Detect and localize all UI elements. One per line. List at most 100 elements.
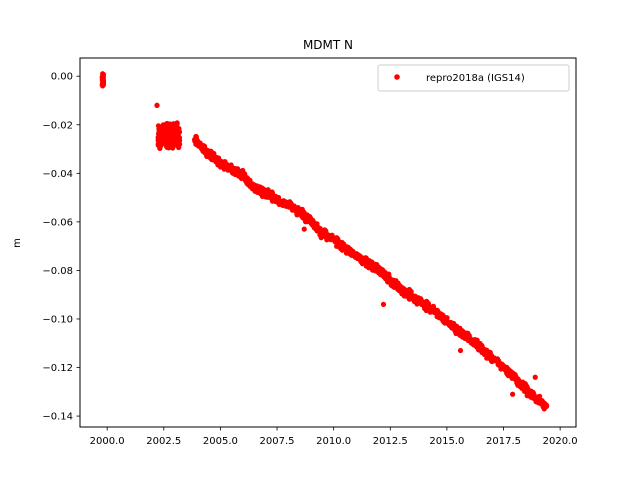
data-point	[462, 332, 468, 338]
data-point	[192, 136, 199, 142]
data-point	[274, 197, 280, 203]
data-point	[208, 153, 214, 159]
data-point	[466, 335, 473, 341]
data-point	[100, 83, 106, 89]
data-point	[303, 215, 309, 221]
data-point	[229, 165, 235, 172]
y-tick-label: −0.14	[42, 412, 73, 423]
data-point	[482, 347, 488, 353]
y-tick-label: −0.10	[42, 314, 73, 325]
data-point	[251, 185, 257, 191]
plot-frame	[79, 57, 577, 428]
data-point	[421, 301, 427, 307]
data-point	[308, 219, 314, 225]
data-point	[100, 71, 106, 77]
data-point	[391, 281, 397, 288]
data-point	[512, 374, 518, 380]
data-point	[470, 337, 477, 343]
data-point	[170, 145, 176, 151]
data-point	[523, 386, 529, 392]
data-point	[538, 400, 544, 406]
y-tick-label: −0.08	[42, 266, 73, 277]
data-point	[172, 134, 178, 140]
data-point	[163, 134, 169, 140]
data-point	[167, 130, 173, 136]
data-point	[311, 222, 317, 229]
data-point	[517, 383, 523, 389]
data-point	[177, 141, 183, 147]
x-tick-label: 2000.0	[90, 436, 125, 447]
data-point	[365, 260, 371, 266]
data-point	[534, 396, 541, 402]
x-tick-label: 2017.5	[486, 436, 521, 447]
data-point	[331, 236, 337, 242]
data-point	[440, 318, 446, 324]
data-point	[477, 340, 483, 347]
legend: repro2018a (IGS14)	[377, 64, 570, 92]
x-tick-label: 2020.0	[543, 436, 578, 447]
data-point	[444, 318, 450, 324]
y-tick-label: −0.02	[42, 120, 73, 131]
data-point	[319, 231, 325, 237]
x-tick-label: 2012.5	[373, 436, 408, 447]
data-point	[171, 124, 177, 130]
x-tick-label: 2010.0	[316, 436, 351, 447]
data-point	[410, 294, 416, 300]
data-point	[543, 403, 550, 409]
data-point	[429, 308, 435, 314]
data-point	[528, 394, 534, 400]
data-point	[342, 245, 348, 252]
legend-box	[377, 64, 570, 92]
y-tick-label: −0.06	[42, 217, 73, 228]
data-point	[450, 323, 456, 330]
y-tick-label: 0.00	[51, 72, 73, 83]
data-point	[507, 368, 513, 374]
data-point	[263, 190, 269, 196]
data-point	[380, 301, 387, 307]
data-point	[325, 232, 331, 238]
x-tick-label: 2002.5	[146, 436, 181, 447]
x-tick-label: 2007.5	[260, 436, 295, 447]
data-point	[432, 309, 439, 315]
data-point	[244, 181, 250, 187]
data-point	[399, 287, 405, 293]
y-tick-label: −0.04	[42, 169, 73, 180]
data-point	[489, 355, 495, 361]
data-point	[395, 283, 401, 290]
data-point	[158, 127, 165, 133]
data-point	[414, 297, 420, 304]
data-point	[176, 126, 182, 132]
data-point	[336, 242, 342, 248]
data-point	[297, 209, 303, 215]
data-point	[240, 173, 246, 179]
legend-marker	[394, 74, 400, 80]
data-point	[100, 76, 106, 82]
data-point	[387, 277, 393, 283]
data-point	[478, 345, 484, 351]
data-point	[455, 328, 461, 334]
data-point	[314, 226, 320, 232]
data-point	[156, 134, 162, 140]
chart-title: MDMT N	[303, 38, 353, 52]
data-point	[154, 102, 160, 108]
data-point	[347, 248, 354, 254]
y-axis-label: m	[12, 238, 23, 248]
data-point	[285, 202, 291, 208]
data-point	[165, 140, 171, 146]
data-point	[165, 144, 171, 150]
data-point	[500, 364, 507, 371]
data-point	[376, 267, 382, 274]
y-axis: 0.00 −0.02 −0.04 −0.06 −0.08 −0.10 −0.12 −0.14	[42, 72, 80, 423]
data-point	[157, 143, 164, 149]
data-point	[532, 374, 538, 380]
data-point	[448, 319, 454, 326]
data-point	[167, 136, 174, 142]
data-point	[509, 391, 516, 397]
x-tick-label: 2005.0	[203, 436, 238, 447]
data-point	[199, 146, 205, 152]
x-tick-label: 2015.0	[429, 436, 464, 447]
data-points	[99, 71, 550, 412]
legend-label: repro2018a (IGS14)	[426, 73, 525, 84]
data-point	[457, 347, 464, 354]
